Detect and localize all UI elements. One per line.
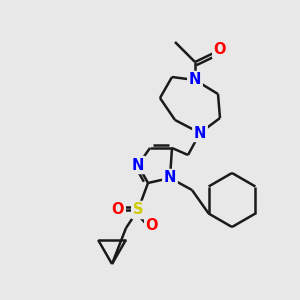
- Text: O: O: [112, 202, 124, 217]
- Text: O: O: [146, 218, 158, 232]
- Text: N: N: [194, 125, 206, 140]
- Text: N: N: [189, 73, 201, 88]
- Text: S: S: [133, 202, 143, 217]
- Text: N: N: [132, 158, 144, 172]
- Text: O: O: [214, 43, 226, 58]
- Text: N: N: [164, 170, 176, 185]
